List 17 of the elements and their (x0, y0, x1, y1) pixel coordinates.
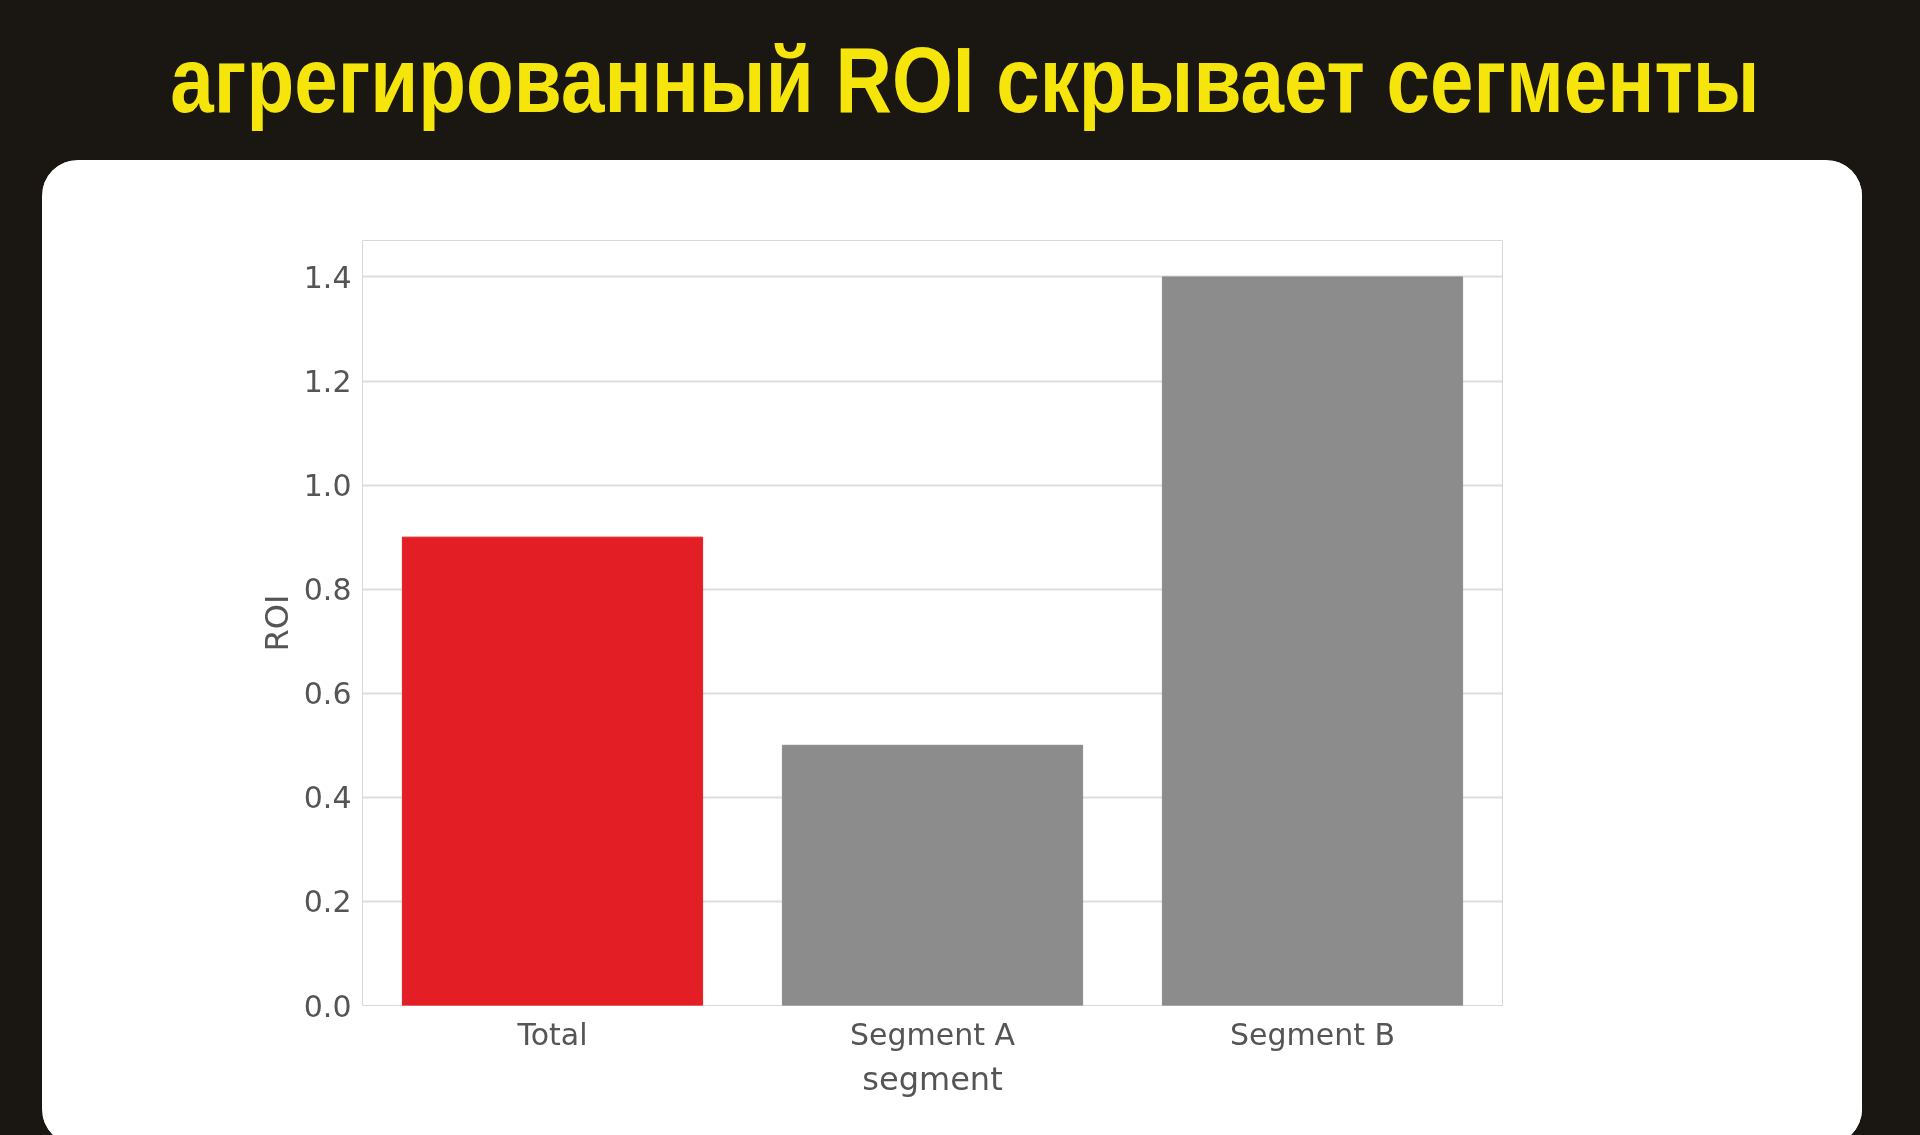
bar (1161, 276, 1464, 1006)
y-tick-label: 1.4 (303, 259, 352, 295)
y-tick-label: 0.6 (303, 676, 352, 712)
y-tick-label: 0.8 (303, 572, 352, 608)
y-tick-label: 1.0 (303, 468, 352, 504)
bar (781, 744, 1084, 1006)
chart-title: агрегированный ROI скрывает сегменты (170, 28, 1760, 133)
x-axis-title: segment (862, 1059, 1003, 1098)
y-tick-label: 0.2 (303, 884, 352, 920)
y-tick-label: 1.2 (303, 364, 352, 400)
x-tick-label: Segment A (849, 1016, 1016, 1052)
x-tick-label: Total (516, 1016, 588, 1052)
bar (401, 536, 704, 1006)
y-tick-label: 0.0 (303, 988, 352, 1024)
y-axis-title: ROI (257, 594, 296, 652)
y-tick-label: 0.4 (303, 780, 352, 816)
x-tick-label: Segment B (1229, 1016, 1396, 1052)
